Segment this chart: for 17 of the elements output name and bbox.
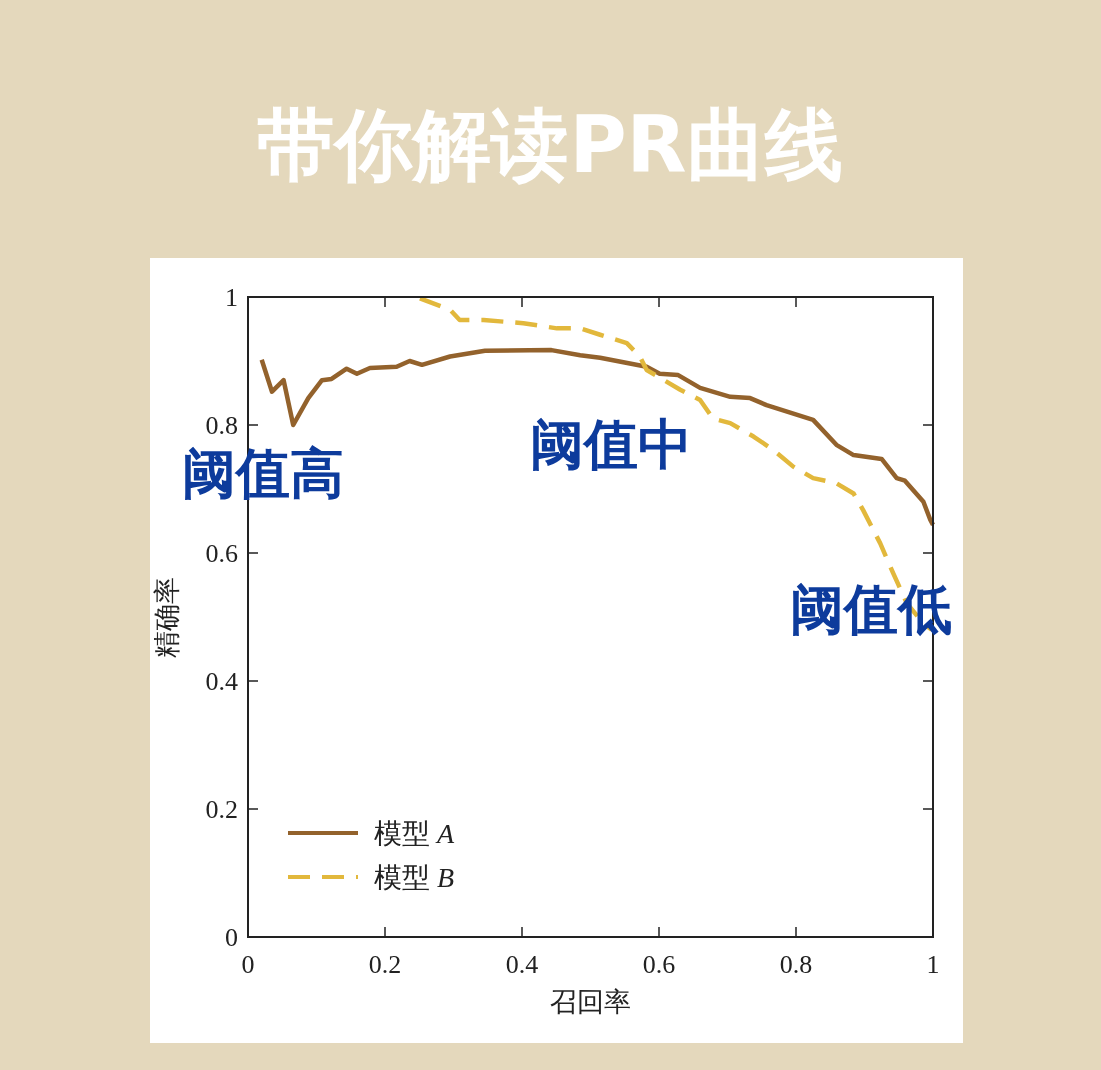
x-tick-label: 1 (926, 950, 940, 979)
y-tick-label: 1 (225, 283, 238, 312)
y-tick-label: 0.6 (205, 539, 238, 568)
legend-label: 模型 A (374, 818, 455, 849)
x-tick-label: 0.8 (779, 950, 813, 979)
y-tick-label: 0.4 (205, 667, 238, 696)
x-tick-label: 0.2 (368, 950, 402, 979)
x-axis-title: 召回率 (550, 987, 631, 1017)
y-tick-label: 0.8 (205, 411, 238, 440)
chart-title: 带你解读PR曲线 (257, 100, 843, 190)
legend-label: 模型 B (374, 862, 455, 893)
x-tick-label: 0.4 (505, 950, 539, 979)
y-tick-label: 0 (225, 923, 238, 952)
y-axis-title: 精确率 (152, 576, 182, 658)
x-tick-label: 0.6 (642, 950, 676, 979)
y-tick-label: 0.2 (205, 795, 238, 824)
annotation: 阈值中 (530, 413, 692, 476)
